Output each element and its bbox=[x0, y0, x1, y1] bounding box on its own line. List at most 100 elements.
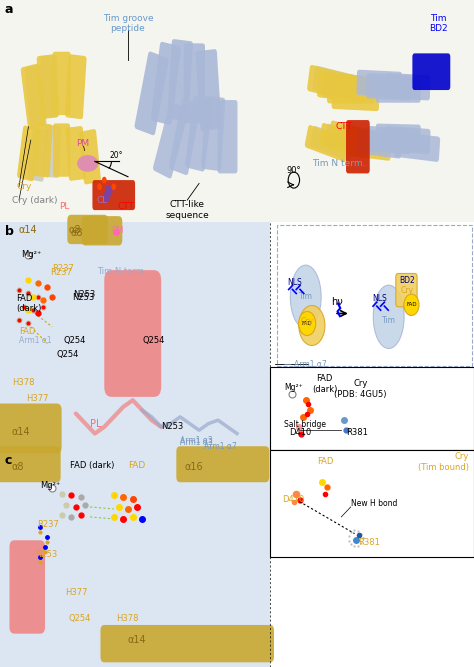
FancyBboxPatch shape bbox=[53, 52, 71, 115]
FancyBboxPatch shape bbox=[43, 125, 61, 178]
FancyBboxPatch shape bbox=[348, 133, 392, 161]
FancyBboxPatch shape bbox=[100, 625, 274, 662]
FancyBboxPatch shape bbox=[366, 126, 411, 154]
Bar bbox=[0, 0, 474, 222]
FancyBboxPatch shape bbox=[196, 49, 221, 131]
Text: Q254: Q254 bbox=[69, 614, 91, 624]
Text: FAD (dark): FAD (dark) bbox=[70, 461, 115, 470]
Text: Salt bridge: Salt bridge bbox=[284, 420, 327, 429]
FancyBboxPatch shape bbox=[167, 39, 193, 121]
Text: Cry
(PDB: 4GU5): Cry (PDB: 4GU5) bbox=[334, 380, 386, 399]
Text: PL: PL bbox=[59, 202, 69, 211]
Text: c: c bbox=[5, 454, 12, 466]
Text: PM: PM bbox=[76, 139, 90, 148]
Ellipse shape bbox=[290, 265, 321, 328]
FancyBboxPatch shape bbox=[135, 51, 169, 135]
Text: Tim
BD2: Tim BD2 bbox=[429, 13, 448, 33]
Text: Cry (dark): Cry (dark) bbox=[12, 195, 57, 205]
FancyBboxPatch shape bbox=[176, 446, 269, 482]
FancyBboxPatch shape bbox=[9, 540, 45, 634]
Text: Cry: Cry bbox=[301, 317, 314, 325]
Text: N253: N253 bbox=[36, 550, 58, 560]
Text: Mg²⁺: Mg²⁺ bbox=[284, 384, 303, 392]
Text: PM: PM bbox=[111, 225, 124, 235]
Circle shape bbox=[103, 191, 110, 202]
FancyBboxPatch shape bbox=[153, 101, 188, 179]
FancyBboxPatch shape bbox=[17, 125, 40, 181]
Text: N253: N253 bbox=[73, 290, 96, 299]
Text: Tim: Tim bbox=[382, 315, 396, 325]
FancyBboxPatch shape bbox=[322, 71, 370, 102]
FancyBboxPatch shape bbox=[21, 64, 46, 129]
FancyBboxPatch shape bbox=[201, 96, 225, 171]
Text: α8: α8 bbox=[12, 462, 24, 472]
Text: Tim N term.: Tim N term. bbox=[312, 159, 365, 168]
FancyBboxPatch shape bbox=[396, 273, 417, 307]
FancyBboxPatch shape bbox=[375, 123, 421, 150]
Text: hν: hν bbox=[331, 297, 342, 307]
Text: N253: N253 bbox=[72, 293, 94, 302]
FancyBboxPatch shape bbox=[40, 55, 59, 118]
FancyBboxPatch shape bbox=[338, 125, 382, 155]
Text: FAD: FAD bbox=[318, 457, 334, 466]
Text: b: b bbox=[5, 225, 14, 238]
Text: H377: H377 bbox=[65, 588, 88, 597]
Text: FAD
(dark): FAD (dark) bbox=[17, 294, 42, 313]
FancyBboxPatch shape bbox=[394, 131, 440, 162]
Text: H377: H377 bbox=[26, 394, 48, 404]
Text: α14: α14 bbox=[127, 636, 146, 645]
Text: FAD: FAD bbox=[128, 461, 145, 470]
Text: Mg²⁺: Mg²⁺ bbox=[21, 250, 42, 259]
Text: Tim N term.: Tim N term. bbox=[97, 267, 146, 276]
Ellipse shape bbox=[299, 305, 325, 346]
Text: 90°: 90° bbox=[287, 167, 301, 175]
FancyBboxPatch shape bbox=[328, 121, 373, 153]
Text: Tim groove
peptide: Tim groove peptide bbox=[103, 13, 153, 33]
Text: D410: D410 bbox=[282, 495, 304, 504]
FancyBboxPatch shape bbox=[270, 367, 474, 450]
FancyBboxPatch shape bbox=[66, 126, 86, 181]
FancyBboxPatch shape bbox=[33, 123, 53, 177]
Text: BD2: BD2 bbox=[399, 277, 415, 285]
Text: R381: R381 bbox=[346, 428, 368, 437]
Text: α14: α14 bbox=[19, 225, 37, 235]
Text: R381: R381 bbox=[358, 538, 380, 547]
Text: FAD: FAD bbox=[302, 321, 312, 326]
Text: Arm1 α7: Arm1 α7 bbox=[204, 442, 237, 452]
Text: NLS: NLS bbox=[372, 295, 387, 303]
Text: Arm1 α3: Arm1 α3 bbox=[180, 436, 213, 445]
Text: a: a bbox=[5, 3, 13, 16]
FancyBboxPatch shape bbox=[79, 129, 101, 185]
Text: H378: H378 bbox=[12, 378, 34, 387]
Text: Cry: Cry bbox=[17, 182, 32, 191]
FancyBboxPatch shape bbox=[82, 216, 122, 245]
Text: Mg²⁺: Mg²⁺ bbox=[40, 481, 61, 490]
FancyBboxPatch shape bbox=[53, 123, 70, 177]
Text: R237: R237 bbox=[52, 265, 74, 273]
FancyBboxPatch shape bbox=[169, 98, 201, 175]
FancyBboxPatch shape bbox=[151, 42, 181, 125]
Circle shape bbox=[105, 185, 113, 195]
Text: — Arm1 α7: — Arm1 α7 bbox=[284, 360, 327, 369]
Text: Q254: Q254 bbox=[57, 350, 79, 359]
FancyBboxPatch shape bbox=[324, 124, 368, 156]
FancyBboxPatch shape bbox=[25, 65, 46, 129]
FancyBboxPatch shape bbox=[27, 128, 48, 181]
Text: CTT-like
sequence: CTT-like sequence bbox=[165, 200, 209, 220]
FancyBboxPatch shape bbox=[218, 100, 237, 173]
Text: α14: α14 bbox=[12, 427, 30, 436]
FancyBboxPatch shape bbox=[92, 180, 135, 210]
Text: Q254: Q254 bbox=[142, 336, 164, 345]
FancyBboxPatch shape bbox=[0, 404, 62, 454]
Text: Cry
(Tim bound): Cry (Tim bound) bbox=[418, 452, 469, 472]
Text: FAD
(dark): FAD (dark) bbox=[312, 374, 337, 394]
Text: D410: D410 bbox=[289, 428, 311, 437]
FancyBboxPatch shape bbox=[65, 54, 87, 119]
FancyBboxPatch shape bbox=[385, 73, 430, 100]
Circle shape bbox=[299, 311, 316, 336]
FancyBboxPatch shape bbox=[317, 71, 365, 103]
FancyBboxPatch shape bbox=[36, 54, 58, 119]
Text: NLS: NLS bbox=[287, 278, 302, 287]
FancyBboxPatch shape bbox=[307, 65, 356, 102]
Bar bbox=[0, 222, 270, 450]
